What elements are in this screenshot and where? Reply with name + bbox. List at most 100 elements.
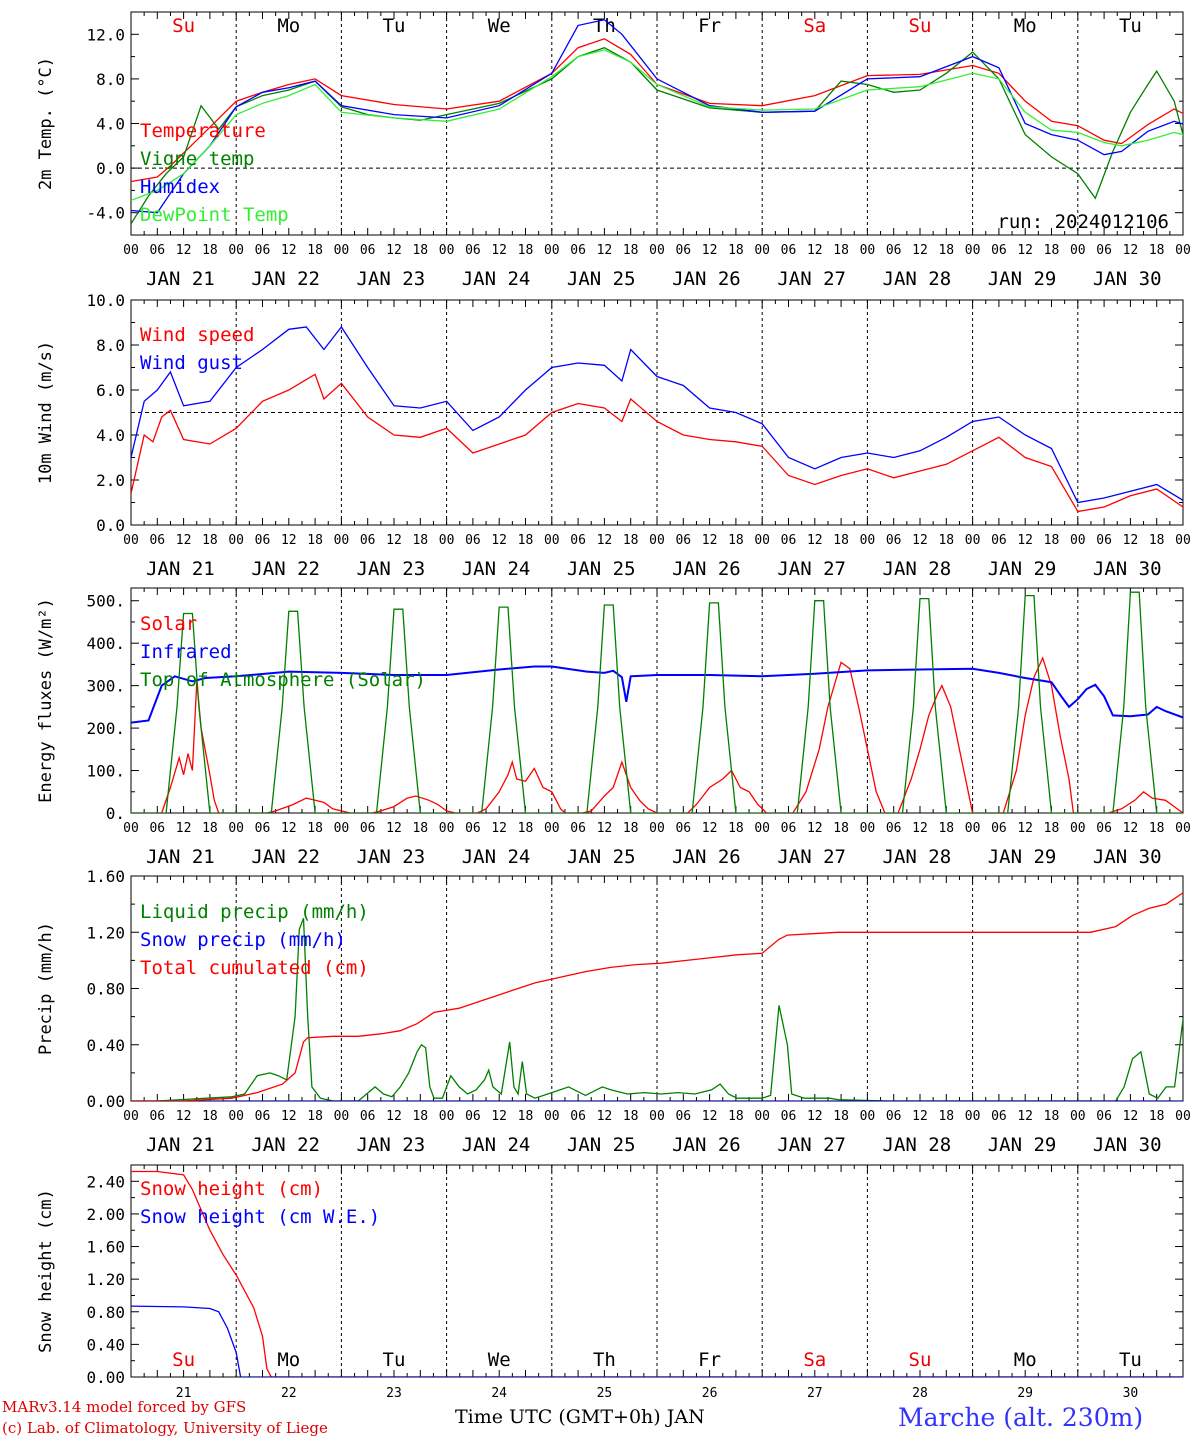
date-label: JAN 22 bbox=[251, 846, 320, 868]
hour-tick-label: 06 bbox=[991, 1109, 1007, 1124]
legend-entry: Humidex bbox=[140, 176, 220, 198]
date-label: JAN 24 bbox=[462, 1134, 531, 1156]
hour-tick-label: 18 bbox=[833, 821, 849, 836]
series-infrared bbox=[131, 665, 1183, 724]
hour-tick-label: 12 bbox=[807, 1109, 823, 1124]
hour-tick-label: 06 bbox=[1096, 821, 1112, 836]
weekday-label: Tu bbox=[1119, 15, 1142, 37]
date-label: JAN 21 bbox=[146, 558, 215, 580]
date-label: JAN 25 bbox=[567, 1134, 636, 1156]
date-label: JAN 26 bbox=[672, 846, 741, 868]
hour-tick-label: 06 bbox=[675, 243, 691, 258]
hour-tick-label: 18 bbox=[623, 821, 639, 836]
y-axis-label: Snow height (cm) bbox=[36, 1189, 56, 1353]
hour-tick-label: 12 bbox=[1017, 1109, 1033, 1124]
hour-tick-label: 12 bbox=[491, 1109, 507, 1124]
date-label: JAN 24 bbox=[462, 268, 531, 290]
hour-tick-label: 06 bbox=[781, 533, 797, 548]
legend-entry: Snow height (cm W.E.) bbox=[140, 1206, 380, 1228]
series-vigne-temp bbox=[131, 46, 1183, 225]
hour-tick-label: 12 bbox=[281, 821, 297, 836]
legend-entry: Solar bbox=[140, 613, 197, 635]
hour-tick-label: 00 bbox=[1175, 821, 1191, 836]
hour-tick-label: 00 bbox=[334, 1109, 350, 1124]
hour-tick-label: 18 bbox=[938, 821, 954, 836]
hour-tick-label: 00 bbox=[544, 821, 560, 836]
hour-tick-label: 06 bbox=[781, 1109, 797, 1124]
plot-frame bbox=[130, 587, 1184, 814]
hour-tick-label: 12 bbox=[386, 1109, 402, 1124]
series-snow-height-cm-w-e- bbox=[131, 1305, 1183, 1377]
date-label: JAN 23 bbox=[357, 558, 426, 580]
hour-tick-label: 18 bbox=[728, 1109, 744, 1124]
y-tick-label: 400. bbox=[86, 634, 125, 653]
hour-tick-label: 18 bbox=[412, 533, 428, 548]
weekday-label: Tu bbox=[383, 1349, 406, 1371]
series-total-cumulated-cm- bbox=[131, 892, 1183, 1101]
date-label: JAN 24 bbox=[462, 846, 531, 868]
y-tick-label: 4.0 bbox=[96, 426, 125, 445]
hour-tick-label: 12 bbox=[597, 1109, 613, 1124]
hour-tick-label: 18 bbox=[833, 1109, 849, 1124]
weekday-label: We bbox=[488, 1349, 511, 1371]
hour-tick-label: 12 bbox=[491, 243, 507, 258]
hour-tick-label: 00 bbox=[1070, 533, 1086, 548]
hour-tick-label: 06 bbox=[149, 1109, 165, 1124]
series-temperature bbox=[131, 38, 1183, 183]
series-group bbox=[131, 325, 1183, 513]
hour-tick-label: 06 bbox=[675, 1109, 691, 1124]
series-group bbox=[131, 19, 1183, 225]
hour-tick-label: 12 bbox=[807, 243, 823, 258]
hour-tick-label: 06 bbox=[360, 821, 376, 836]
hour-tick-label: 00 bbox=[544, 533, 560, 548]
y-tick-label: 8.0 bbox=[96, 70, 125, 89]
run-label: run: 2024012106 bbox=[997, 211, 1169, 233]
hour-tick-label: 00 bbox=[754, 533, 770, 548]
weekday-label: Mo bbox=[277, 15, 300, 37]
day-number-label: 23 bbox=[386, 1386, 402, 1401]
hour-tick-label: 18 bbox=[728, 821, 744, 836]
hour-tick-label: 00 bbox=[649, 243, 665, 258]
y-tick-label: 0.00 bbox=[86, 1092, 125, 1111]
legend-entry: Wind gust bbox=[140, 352, 243, 374]
hour-tick-label: 18 bbox=[307, 1109, 323, 1124]
y-tick-label: 0.40 bbox=[86, 1036, 125, 1055]
hour-tick-label: 06 bbox=[465, 821, 481, 836]
weekday-label: We bbox=[488, 15, 511, 37]
date-label: JAN 30 bbox=[1093, 1134, 1162, 1156]
hour-tick-label: 18 bbox=[1149, 1109, 1165, 1124]
y-tick-label: 0.00 bbox=[86, 1368, 125, 1387]
hour-tick-label: 12 bbox=[281, 243, 297, 258]
date-label: JAN 25 bbox=[567, 846, 636, 868]
hour-tick-label: 06 bbox=[465, 243, 481, 258]
hour-tick-label: 06 bbox=[781, 821, 797, 836]
hour-tick-label: 06 bbox=[149, 243, 165, 258]
hour-tick-label: 06 bbox=[991, 243, 1007, 258]
weekday-label: Fr bbox=[698, 15, 721, 37]
hour-tick-label: 12 bbox=[1123, 243, 1139, 258]
hour-tick-label: 18 bbox=[623, 1109, 639, 1124]
day-number-label: 29 bbox=[1017, 1386, 1033, 1401]
hour-tick-label: 18 bbox=[1149, 243, 1165, 258]
hour-tick-label: 18 bbox=[202, 243, 218, 258]
y-tick-label: 4.0 bbox=[96, 115, 125, 134]
hour-tick-label: 06 bbox=[255, 821, 271, 836]
date-label: JAN 29 bbox=[988, 1134, 1057, 1156]
hour-tick-label: 06 bbox=[360, 243, 376, 258]
hour-tick-label: 06 bbox=[886, 1109, 902, 1124]
hour-tick-label: 12 bbox=[1017, 533, 1033, 548]
hour-tick-label: 00 bbox=[965, 533, 981, 548]
hour-tick-label: 12 bbox=[491, 821, 507, 836]
hour-tick-label: 06 bbox=[149, 533, 165, 548]
date-label: JAN 29 bbox=[988, 846, 1057, 868]
hour-tick-label: 18 bbox=[518, 243, 534, 258]
hour-tick-label: 12 bbox=[1123, 821, 1139, 836]
legend-entry: Temperature bbox=[140, 120, 266, 142]
hour-tick-label: 06 bbox=[360, 533, 376, 548]
hour-tick-label: 18 bbox=[1149, 821, 1165, 836]
hour-tick-label: 18 bbox=[307, 533, 323, 548]
legend-entry: DewPoint Temp bbox=[140, 204, 289, 226]
hour-tick-label: 06 bbox=[255, 1109, 271, 1124]
date-label: JAN 21 bbox=[146, 1134, 215, 1156]
legend-entry: Snow height (cm) bbox=[140, 1178, 323, 1200]
